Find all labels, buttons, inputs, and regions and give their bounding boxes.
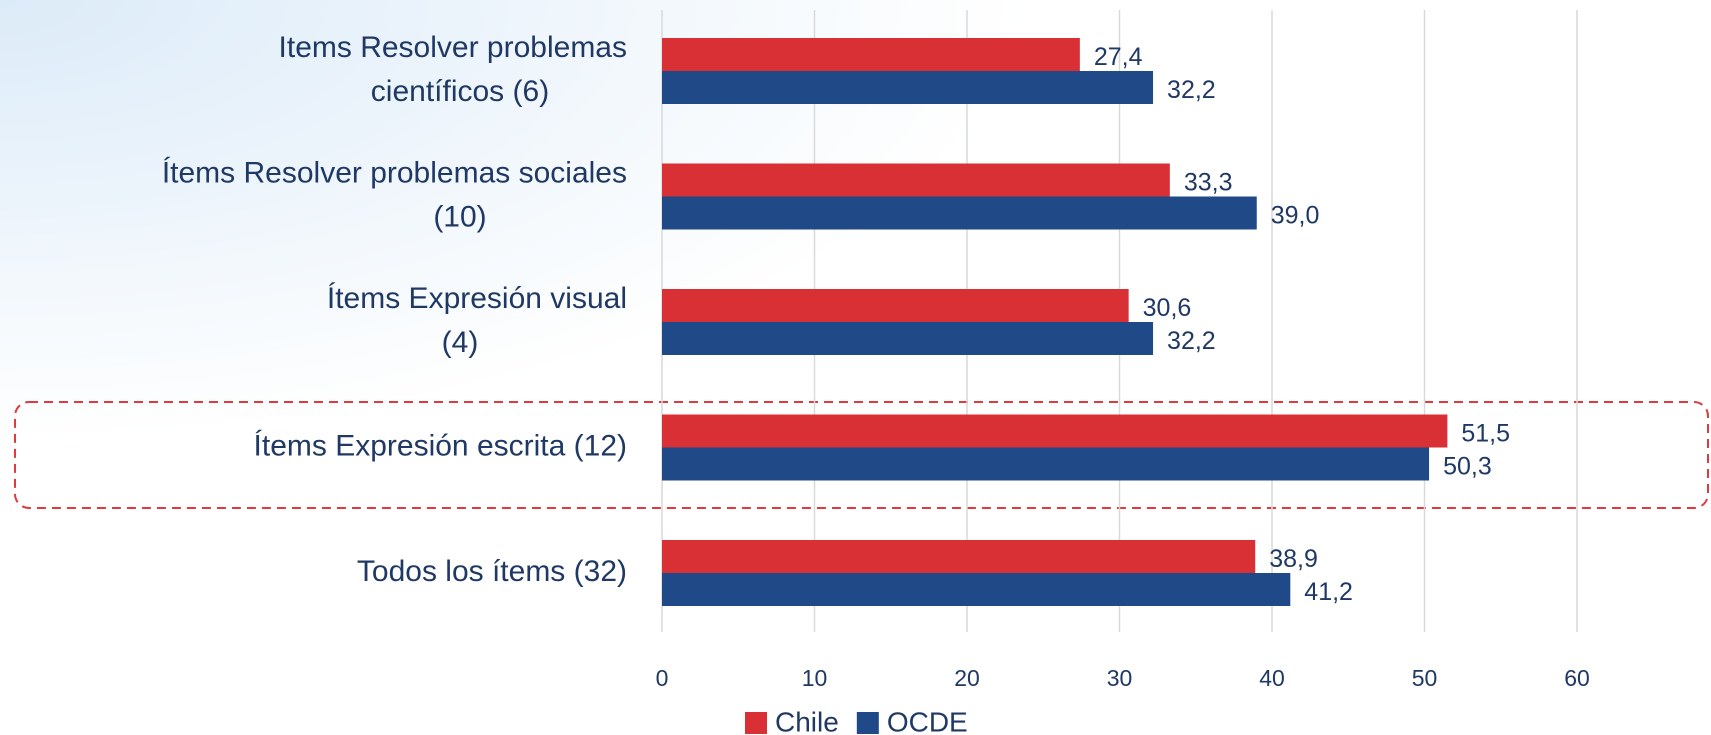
category-label: científicos (6) [371, 75, 549, 108]
value-label: 50,3 [1443, 453, 1492, 481]
x-tick-label: 10 [802, 665, 828, 691]
value-label: 51,5 [1461, 420, 1510, 448]
value-label: 27,4 [1094, 43, 1143, 71]
value-label: 32,2 [1167, 327, 1216, 355]
x-tick-label: 60 [1564, 665, 1590, 691]
value-label: 30,6 [1143, 294, 1192, 322]
category-label: Ítems Expresión escrita (12) [254, 429, 627, 462]
value-label: 33,3 [1184, 169, 1233, 197]
x-tick-label: 20 [954, 665, 980, 691]
x-tick-label: 50 [1412, 665, 1438, 691]
category-label: (10) [433, 200, 486, 233]
category-label: (4) [442, 326, 479, 359]
value-label: 32,2 [1167, 76, 1216, 104]
bar [662, 447, 1430, 481]
bar [662, 289, 1129, 322]
highlight-box [14, 401, 1709, 509]
value-label: 41,2 [1304, 578, 1353, 606]
legend-label: OCDE [887, 706, 968, 735]
bar [662, 71, 1154, 104]
bar [662, 196, 1257, 230]
bar [662, 38, 1080, 71]
bar [662, 322, 1154, 355]
category-label: Ítems Expresión visual [327, 282, 627, 315]
x-tick-label: 0 [656, 665, 669, 691]
value-label: 39,0 [1271, 202, 1320, 230]
legend-swatch [856, 712, 879, 734]
category-label: Todos los ítems (32) [357, 555, 627, 588]
category-label: Ítems Resolver problemas sociales [162, 156, 627, 189]
bar [662, 414, 1448, 448]
bar [662, 540, 1256, 573]
category-label: Items Resolver problemas [279, 31, 627, 64]
bar [662, 573, 1291, 606]
x-tick-label: 30 [1107, 665, 1133, 691]
legend-swatch [745, 712, 767, 734]
bar [662, 163, 1170, 197]
value-label: 38,9 [1269, 545, 1318, 573]
x-tick-label: 40 [1259, 665, 1285, 691]
legend-label: Chile [775, 706, 839, 735]
